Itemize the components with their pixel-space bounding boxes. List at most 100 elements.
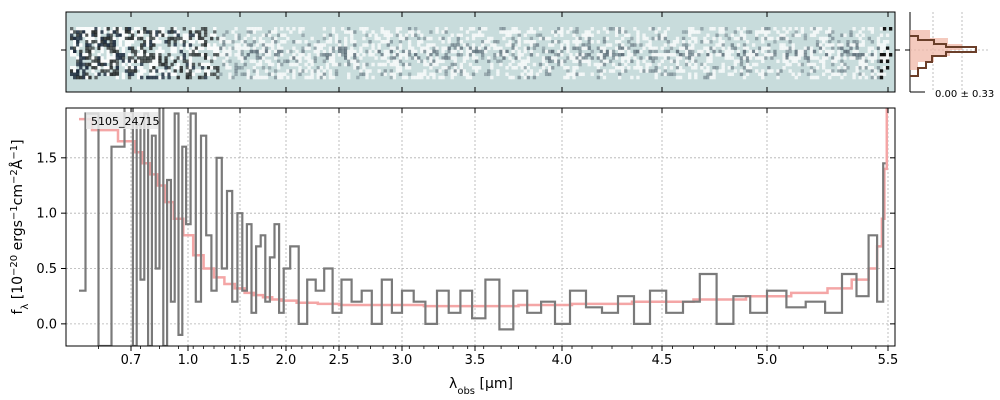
heatmap-pixel [161, 75, 165, 80]
heatmap-pixel [322, 53, 327, 57]
heatmap-pixel [380, 56, 384, 60]
heatmap-pixel [684, 53, 689, 57]
heatmap-pixel [249, 75, 253, 80]
heatmap-pixel [837, 66, 841, 70]
heatmap-pixel [852, 27, 856, 31]
heatmap-pixel [599, 49, 604, 54]
heatmap-pixel [392, 46, 397, 51]
heatmap-pixel [331, 56, 336, 60]
heatmap-pixel [876, 59, 881, 64]
heatmap-pixel [109, 49, 113, 54]
heatmap-pixel [663, 33, 668, 38]
heatmap-pixel [298, 40, 302, 44]
heatmap-pixel [365, 72, 369, 77]
heatmap-pixel [496, 40, 500, 44]
heatmap-pixel [371, 43, 375, 47]
heatmap-pixel [688, 33, 692, 38]
heatmap-pixel [764, 36, 768, 41]
heatmap-pixel [703, 75, 707, 80]
heatmap-pixel [264, 43, 269, 47]
heatmap-pixel [809, 69, 814, 73]
heatmap-pixel [203, 27, 208, 31]
heatmap-pixel [630, 43, 634, 47]
heatmap-pixel [200, 53, 205, 57]
heatmap-pixel [742, 66, 747, 70]
heatmap-pixel [596, 30, 601, 34]
heatmap-pixel [280, 72, 284, 77]
heatmap-pixel [730, 66, 734, 70]
heatmap-pixel [261, 53, 266, 57]
heatmap-pixel [846, 43, 850, 47]
heatmap-pixel [368, 33, 372, 38]
heatmap-pixel [663, 49, 668, 54]
heatmap-pixel [465, 72, 470, 77]
heatmap-pixel [277, 59, 281, 64]
heatmap-pixel [237, 36, 241, 41]
heatmap-pixel [575, 59, 579, 64]
heatmap-pixel [304, 69, 308, 73]
heatmap-pixel [246, 43, 250, 47]
heatmap-pixel [182, 56, 186, 60]
heatmap-pixel [660, 72, 664, 77]
heatmap-pixel [127, 30, 132, 34]
heatmap-pixel [459, 40, 464, 44]
heatmap-pixel [170, 36, 174, 41]
heatmap-pixel [514, 56, 518, 60]
heatmap-pixel [818, 59, 823, 64]
heatmap-pixel [761, 75, 765, 80]
heatmap-pixel [283, 40, 287, 44]
heatmap-pixel [605, 30, 610, 34]
heatmap-pixel [273, 27, 278, 31]
heatmap-pixel [398, 36, 403, 41]
heatmap-pixel [344, 36, 348, 41]
heatmap-pixel [879, 69, 884, 73]
heatmap-pixel [633, 49, 637, 54]
heatmap-pixel [815, 66, 820, 70]
heatmap-pixel [121, 46, 126, 51]
heatmap-pixel [587, 43, 591, 47]
heatmap-pixel [219, 46, 223, 51]
heatmap-pixel [812, 69, 817, 73]
heatmap-pixel [639, 66, 643, 70]
heatmap-pixel [870, 59, 875, 64]
heatmap-pixel [694, 59, 698, 64]
heatmap-pixel [840, 69, 844, 73]
heatmap-pixel [362, 72, 366, 77]
heatmap-pixel [663, 36, 668, 41]
heatmap-pixel [106, 43, 110, 47]
heatmap-pixel [618, 53, 622, 57]
heatmap-pixel [581, 59, 585, 64]
heatmap-pixel [267, 66, 272, 70]
heatmap-pixel [344, 30, 348, 34]
heatmap-pixel [870, 75, 875, 80]
heatmap-pixel [298, 27, 302, 31]
heatmap-pixel [429, 49, 433, 54]
heatmap-pixel [94, 40, 98, 44]
heatmap-pixel [79, 43, 83, 47]
heatmap-pixel [124, 66, 129, 70]
heatmap-pixel [213, 49, 217, 54]
heatmap-pixel [846, 49, 850, 54]
object-label: 5105_24715 [91, 115, 160, 128]
heatmap-pixel [490, 62, 494, 67]
heatmap-pixel [389, 46, 394, 51]
heatmap-pixel [404, 62, 409, 67]
heatmap-pixel [639, 69, 643, 73]
heatmap-pixel [755, 30, 759, 34]
heatmap-pixel [462, 72, 467, 77]
heatmap-pixel [885, 59, 890, 64]
heatmap-pixel [115, 75, 120, 80]
heatmap-pixel [136, 53, 141, 57]
heatmap-pixel [879, 33, 884, 38]
heatmap-pixel [779, 33, 783, 38]
heatmap-pixel [761, 36, 765, 41]
heatmap-pixel [389, 40, 394, 44]
heatmap-pixel [730, 49, 734, 54]
heatmap-pixel [709, 75, 713, 80]
heatmap-pixel [547, 36, 552, 41]
heatmap-pixel [267, 62, 272, 67]
heatmap-pixel [112, 53, 116, 57]
heatmap-pixel [532, 75, 537, 80]
heatmap-pixel [127, 40, 132, 44]
heatmap-pixel [79, 62, 83, 67]
